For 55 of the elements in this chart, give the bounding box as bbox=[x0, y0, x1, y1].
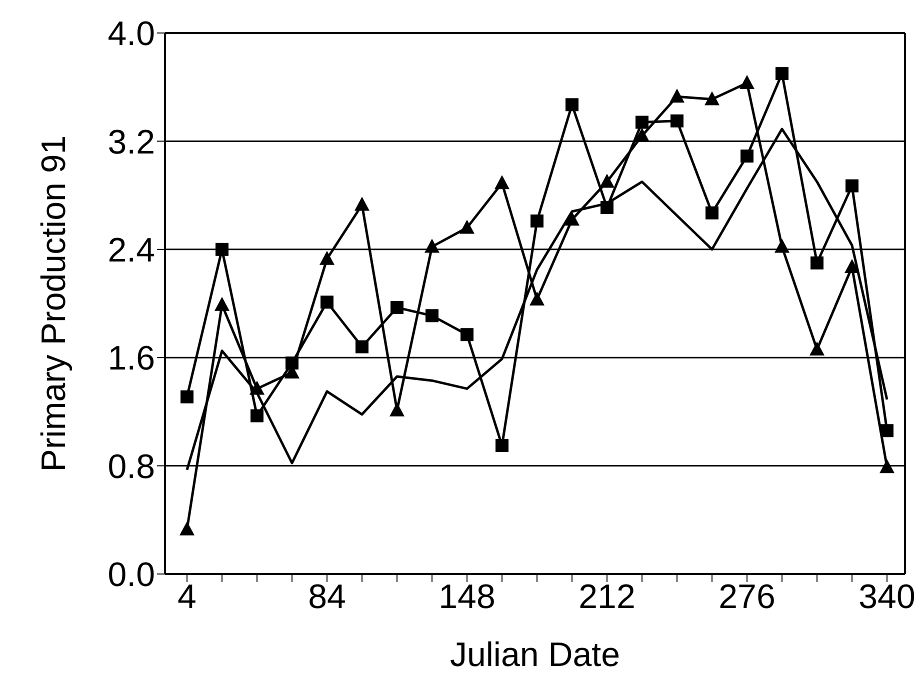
point bbox=[216, 242, 228, 256]
point bbox=[600, 200, 614, 214]
point bbox=[180, 521, 194, 536]
point bbox=[740, 75, 754, 90]
point bbox=[670, 114, 684, 128]
point bbox=[460, 220, 474, 234]
point bbox=[704, 91, 720, 106]
point bbox=[810, 341, 824, 356]
point bbox=[424, 238, 440, 253]
x-tick-label: 212 bbox=[578, 578, 636, 616]
point bbox=[390, 301, 404, 314]
point bbox=[426, 309, 438, 322]
point bbox=[286, 356, 298, 370]
point bbox=[460, 328, 474, 342]
point bbox=[494, 175, 510, 190]
x-tick-label: 340 bbox=[858, 578, 916, 616]
point bbox=[250, 409, 264, 422]
point bbox=[706, 206, 718, 220]
y-tick-label: 0.8 bbox=[108, 448, 155, 486]
x-tick-label: 4 bbox=[178, 578, 196, 616]
point bbox=[636, 116, 648, 129]
point bbox=[810, 256, 824, 270]
point bbox=[390, 402, 404, 416]
point bbox=[740, 150, 754, 163]
point bbox=[566, 98, 578, 112]
y-tick-label: 2.4 bbox=[108, 231, 155, 270]
point bbox=[670, 88, 684, 103]
point bbox=[844, 258, 860, 273]
y-tick-label: 1.6 bbox=[108, 340, 155, 378]
point bbox=[634, 128, 650, 142]
point bbox=[250, 380, 264, 395]
point bbox=[774, 238, 790, 253]
y-tick-label: 0.0 bbox=[108, 556, 155, 594]
point bbox=[214, 296, 230, 311]
point bbox=[356, 340, 368, 354]
point bbox=[320, 250, 334, 265]
x-tick-label: 148 bbox=[438, 578, 496, 616]
point bbox=[880, 424, 894, 438]
point bbox=[776, 67, 788, 80]
point bbox=[180, 390, 194, 404]
point bbox=[320, 296, 334, 309]
point bbox=[496, 439, 508, 452]
x-axis-title: Julian Date bbox=[450, 636, 620, 674]
point bbox=[846, 179, 858, 192]
x-tick-label: 276 bbox=[718, 578, 776, 616]
y-axis-title: Primary Production 91 bbox=[35, 135, 74, 472]
point bbox=[530, 214, 544, 228]
point bbox=[354, 196, 370, 211]
point bbox=[600, 174, 614, 188]
y-tick-label: 4.0 bbox=[108, 15, 155, 54]
x-tick-label: 84 bbox=[308, 578, 346, 616]
point bbox=[564, 212, 580, 226]
point bbox=[530, 291, 544, 306]
point bbox=[880, 459, 894, 474]
y-tick-label: 3.2 bbox=[108, 123, 155, 162]
